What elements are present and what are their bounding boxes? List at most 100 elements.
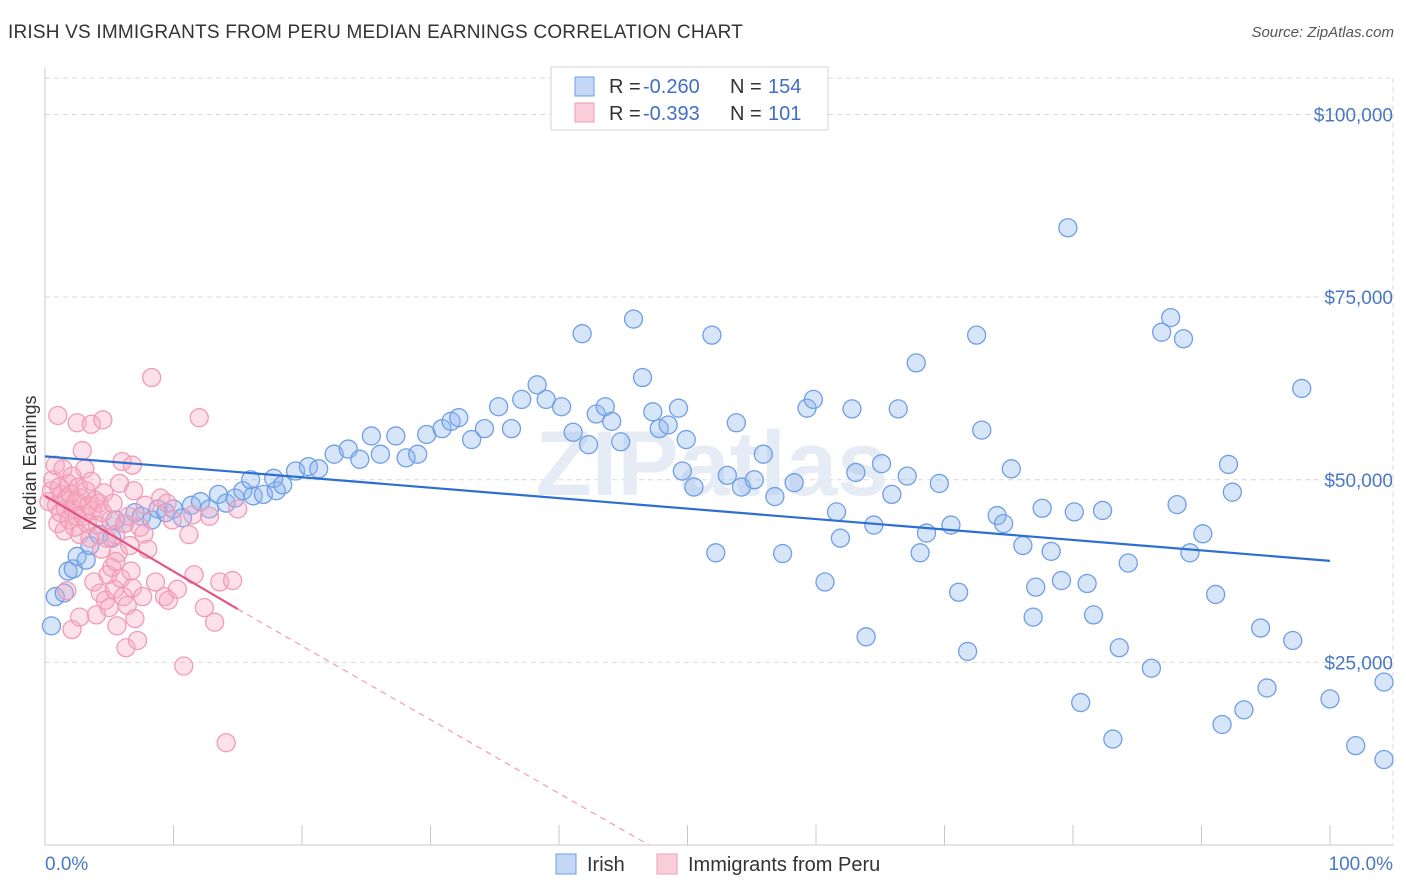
peru-point bbox=[167, 579, 188, 599]
peru-trendline-extension bbox=[237, 608, 650, 846]
series-irish-points bbox=[41, 218, 1394, 770]
irish-point bbox=[243, 486, 263, 506]
irish-point bbox=[702, 325, 722, 345]
irish-point bbox=[846, 462, 866, 483]
irish-point bbox=[1083, 605, 1104, 625]
source-credit: Source: ZipAtlas.com bbox=[1251, 24, 1394, 41]
irish-point bbox=[1193, 524, 1213, 544]
peru-point bbox=[133, 586, 153, 607]
legend-n-value-irish: 154 bbox=[768, 76, 801, 98]
legend-r-label-peru: R = bbox=[609, 103, 641, 125]
irish-point bbox=[396, 448, 416, 468]
peru-point bbox=[199, 506, 220, 526]
irish-point bbox=[871, 454, 892, 474]
peru-point bbox=[174, 656, 194, 676]
peru-point bbox=[127, 630, 148, 651]
irish-point bbox=[632, 367, 653, 388]
peru-point bbox=[125, 608, 145, 629]
irish-point bbox=[1234, 700, 1254, 720]
peru-point bbox=[183, 505, 203, 525]
irish-point bbox=[826, 502, 847, 522]
irish-point bbox=[948, 582, 969, 602]
irish-point bbox=[1374, 749, 1394, 770]
irish-point bbox=[273, 475, 293, 495]
peru-point bbox=[70, 524, 90, 545]
irish-point bbox=[1071, 692, 1091, 713]
peru-point bbox=[184, 565, 204, 585]
irish-point bbox=[309, 459, 329, 479]
legend-r-value-peru: -0.393 bbox=[643, 103, 700, 125]
irish-point bbox=[386, 426, 406, 446]
irish-point bbox=[361, 426, 382, 446]
bottom-legend: Irish Immigrants from Peru bbox=[555, 853, 880, 876]
irish-point bbox=[1077, 573, 1097, 594]
irish-point bbox=[1092, 500, 1113, 521]
peru-trendline bbox=[44, 494, 239, 611]
peru-point bbox=[124, 481, 144, 501]
peru-point bbox=[106, 551, 126, 572]
legend: R = -0.260 N = 154 R = -0.393 N = 101 bbox=[550, 66, 829, 131]
irish-point bbox=[1292, 378, 1312, 399]
irish-point bbox=[684, 477, 704, 497]
irish-point bbox=[765, 486, 785, 507]
irish-point bbox=[1173, 329, 1194, 349]
irish-point bbox=[672, 461, 693, 481]
irish-point bbox=[76, 550, 96, 570]
irish-point bbox=[815, 572, 835, 592]
legend-r-label-irish: R = bbox=[609, 76, 641, 98]
irish-point bbox=[54, 583, 74, 603]
bottom-legend-label-peru: Immigrants from Peru bbox=[688, 854, 880, 876]
x-tick-label-min: 0.0% bbox=[45, 854, 88, 875]
bottom-legend-label-irish: Irish bbox=[587, 854, 625, 876]
irish-point bbox=[1283, 630, 1303, 651]
irish-point bbox=[512, 389, 532, 410]
irish-point bbox=[803, 389, 824, 410]
irish-point bbox=[216, 493, 236, 513]
irish-point bbox=[1026, 577, 1046, 597]
irish-point bbox=[240, 470, 261, 490]
peru-point bbox=[116, 638, 136, 658]
irish-point bbox=[658, 415, 678, 435]
irish-point bbox=[572, 324, 592, 344]
irish-point bbox=[1013, 535, 1033, 556]
legend-swatch-peru bbox=[574, 102, 595, 123]
y-tick-label: $100,000 bbox=[1314, 106, 1393, 127]
irish-point bbox=[1167, 494, 1187, 515]
irish-point bbox=[1141, 658, 1162, 678]
series-peru-points bbox=[39, 367, 248, 753]
irish-point bbox=[611, 432, 631, 452]
peru-point bbox=[100, 510, 121, 530]
irish-point bbox=[1205, 584, 1226, 605]
irish-point bbox=[1152, 322, 1172, 342]
irish-point bbox=[551, 397, 572, 417]
irish-point bbox=[929, 473, 950, 494]
irish-point bbox=[676, 429, 696, 450]
irish-point bbox=[1023, 607, 1043, 627]
peru-point bbox=[162, 510, 182, 530]
irish-point bbox=[906, 353, 926, 373]
peru-point bbox=[134, 524, 154, 544]
legend-n-label-peru: N = bbox=[730, 103, 762, 125]
irish-point bbox=[772, 543, 793, 564]
peru-point bbox=[194, 597, 214, 618]
irish-point bbox=[784, 473, 804, 493]
irish-point bbox=[717, 465, 737, 486]
peru-point bbox=[57, 581, 77, 601]
peru-point bbox=[157, 493, 177, 513]
irish-point bbox=[1032, 498, 1052, 518]
y-tick-label: $50,000 bbox=[1324, 471, 1393, 492]
peru-point bbox=[81, 414, 101, 434]
legend-n-value-peru: 101 bbox=[768, 103, 801, 125]
peru-point bbox=[222, 570, 243, 591]
irish-point bbox=[461, 429, 482, 450]
irish-point bbox=[1222, 482, 1242, 502]
irish-point bbox=[623, 309, 644, 329]
peru-point bbox=[122, 455, 143, 475]
irish-point bbox=[527, 375, 547, 395]
peru-point bbox=[72, 440, 92, 461]
irish-point bbox=[324, 444, 344, 464]
irish-point bbox=[536, 389, 556, 410]
irish-point bbox=[501, 418, 522, 439]
trendlines bbox=[44, 455, 1331, 846]
peru-point bbox=[179, 524, 199, 545]
